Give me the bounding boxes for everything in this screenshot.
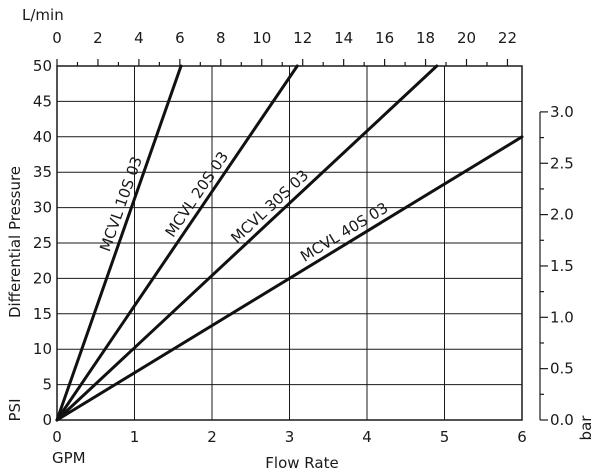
left-tick-label: 15 [33, 305, 52, 323]
bottom-tick-label: 5 [440, 428, 450, 446]
series-layer [55, 64, 524, 422]
left-tick-label: 10 [33, 340, 52, 358]
bottom-axis-unit-label: GPM [52, 449, 86, 467]
series-line [55, 64, 439, 422]
left-tick-label: 40 [33, 128, 52, 146]
left-tick-label: 45 [33, 92, 52, 110]
left-tick-label: 0 [42, 411, 52, 429]
bottom-tick-label: 4 [362, 428, 372, 446]
right-tick-label: 0.0 [550, 411, 574, 429]
left-tick-label: 35 [33, 163, 52, 181]
top-tick-label: 10 [252, 29, 271, 47]
bottom-tick-label: 3 [285, 428, 295, 446]
bottom-tick-label: 0 [52, 428, 62, 446]
series-label: MCVL 20S 03 [162, 148, 233, 240]
left-tick-label: 50 [33, 57, 52, 75]
left-tick-label: 20 [33, 269, 52, 287]
grid-layer [56, 65, 523, 421]
left-tick-label: 25 [33, 234, 52, 252]
series-label: MCVL 30S 03 [227, 166, 312, 247]
top-tick-label: 18 [416, 29, 435, 47]
right-axis-unit-label: bar [577, 415, 595, 441]
right-tick-label: 0.5 [550, 360, 574, 378]
bottom-tick-label: 1 [130, 428, 140, 446]
bottom-axis-title: Flow Rate [265, 454, 338, 472]
right-tick-label: 2.5 [550, 154, 574, 172]
left-tick-label: 5 [42, 376, 52, 394]
series-line [55, 64, 183, 422]
top-axis-unit-label: L/min [22, 6, 64, 24]
top-tick-label: 22 [498, 29, 517, 47]
right-tick-label: 2.0 [550, 206, 574, 224]
series-line [55, 64, 299, 422]
bottom-tick-label: 6 [517, 428, 527, 446]
bottom-tick-label: 2 [207, 428, 217, 446]
right-tick-label: 1.5 [550, 257, 574, 275]
plot-frame [56, 65, 523, 421]
top-tick-label: 20 [457, 29, 476, 47]
right-tick-label: 3.0 [550, 103, 574, 121]
left-axis-unit-label: PSI [6, 399, 24, 422]
top-tick-label: 8 [216, 29, 226, 47]
top-tick-label: 2 [93, 29, 103, 47]
top-tick-label: 4 [134, 29, 144, 47]
top-tick-label: 14 [334, 29, 353, 47]
series-line [55, 135, 524, 422]
top-tick-label: 12 [293, 29, 312, 47]
series-label: MCVL 40S 03 [297, 199, 391, 266]
top-tick-label: 16 [375, 29, 394, 47]
top-tick-label: 6 [175, 29, 185, 47]
right-tick-label: 1.0 [550, 308, 574, 326]
left-axis-title: Differential Pressure [6, 166, 24, 318]
left-tick-label: 30 [33, 199, 52, 217]
top-tick-label: 0 [52, 29, 62, 47]
